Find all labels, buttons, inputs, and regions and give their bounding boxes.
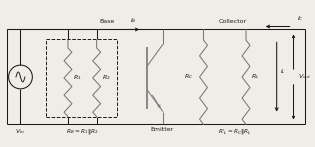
Text: $R_1$: $R_1$: [73, 74, 82, 82]
Text: $I_B$: $I_B$: [130, 16, 136, 25]
Text: $R_L$: $R_L$: [251, 72, 260, 81]
Text: Collector: Collector: [219, 19, 247, 24]
Text: $V_{out}$: $V_{out}$: [298, 72, 312, 81]
Text: Base: Base: [99, 19, 114, 24]
Text: $R_C$: $R_C$: [184, 72, 194, 81]
Text: $R_2$: $R_2$: [102, 74, 110, 82]
Text: $R_B = R_1 \| R_2$: $R_B = R_1 \| R_2$: [66, 127, 98, 136]
Text: $V_{in}$: $V_{in}$: [15, 127, 26, 136]
Text: $I_C$: $I_C$: [297, 14, 304, 22]
Text: $R'_L = R_C \| R_L$: $R'_L = R_C \| R_L$: [218, 127, 252, 137]
Text: Emitter: Emitter: [150, 127, 174, 132]
Bar: [46, 39, 117, 117]
Text: $I_L$: $I_L$: [280, 68, 286, 76]
